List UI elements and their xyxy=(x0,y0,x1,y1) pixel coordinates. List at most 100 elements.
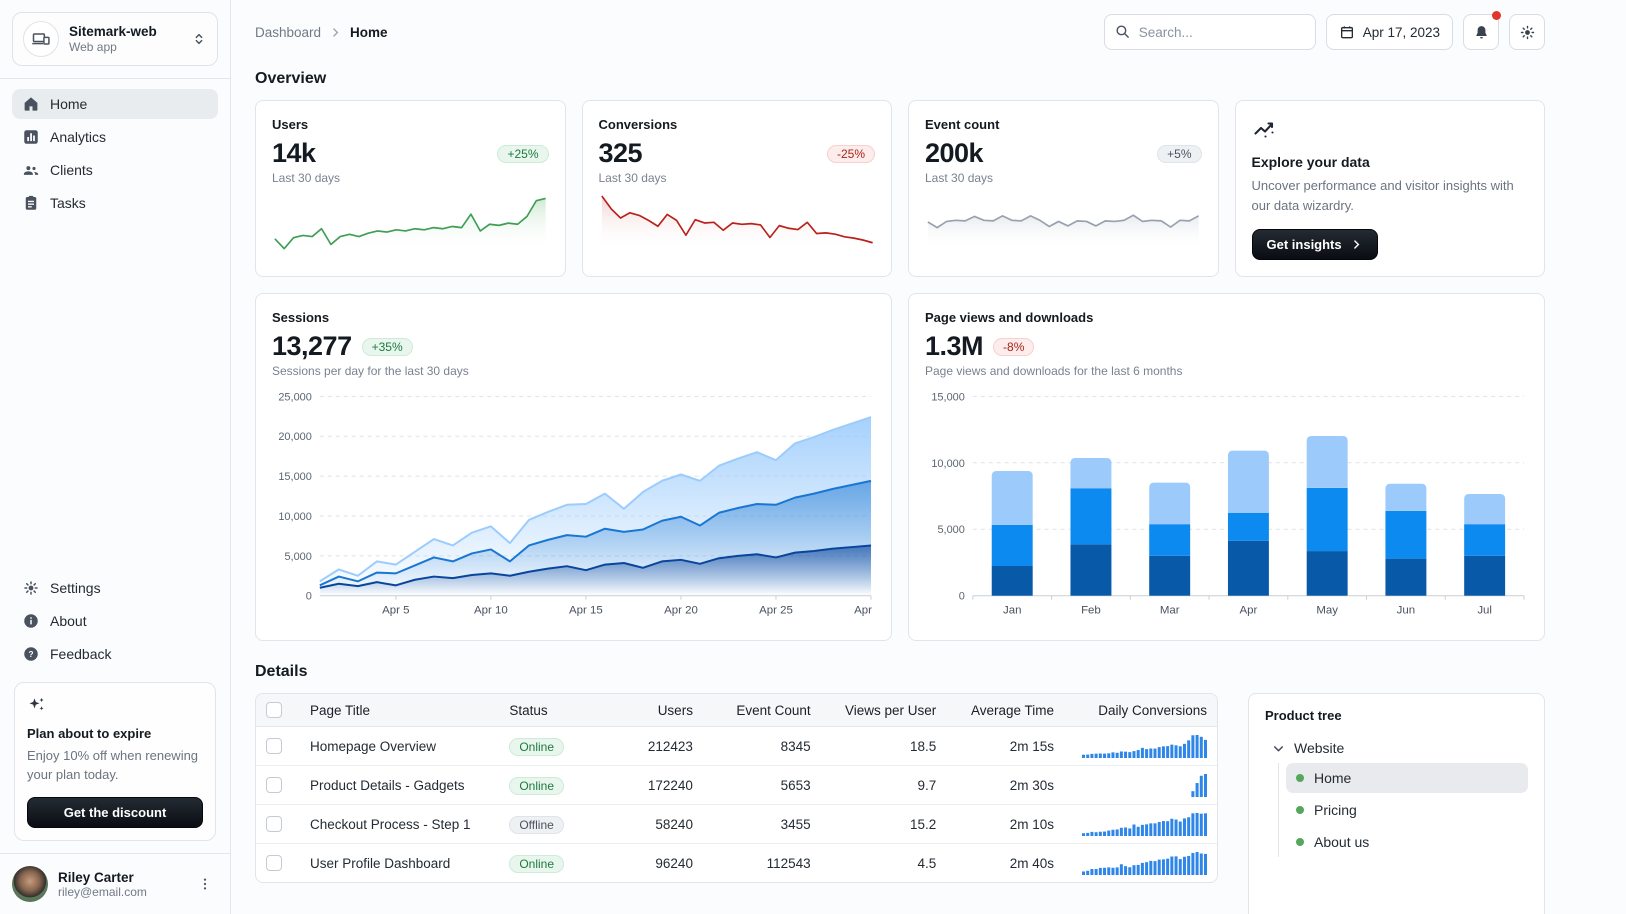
svg-text:Mar: Mar xyxy=(1160,605,1180,617)
table-row[interactable]: Checkout Process - Step 1 Offline 58240 … xyxy=(256,804,1217,844)
col-status: Status xyxy=(499,694,592,727)
tree-children: Home Pricing About us xyxy=(1278,763,1528,857)
cell-page-title: User Profile Dashboard xyxy=(309,855,451,871)
breadcrumb-dashboard[interactable]: Dashboard xyxy=(255,24,322,40)
tree-item-label: About us xyxy=(1314,834,1370,850)
tree-item-pricing[interactable]: Pricing xyxy=(1286,795,1528,825)
sidebar-item-label: Clients xyxy=(50,162,93,178)
profile-menu-button[interactable] xyxy=(192,871,218,897)
table-row[interactable]: Product Details - Gadgets Online 172240 … xyxy=(256,765,1217,805)
unfold-more-icon xyxy=(191,31,207,47)
search-input[interactable] xyxy=(1103,14,1316,50)
tree-item-label: Home xyxy=(1314,770,1352,786)
get-discount-button[interactable]: Get the discount xyxy=(27,797,203,828)
cell-views-per-user: 18.5 xyxy=(820,726,947,766)
svg-text:Apr 30: Apr 30 xyxy=(854,605,875,617)
tree-item-about-us[interactable]: About us xyxy=(1286,827,1528,857)
product-tree-title: Product tree xyxy=(1265,708,1342,723)
sidebar-item-home[interactable]: Home xyxy=(12,89,218,119)
table-header-row: Page Title Status Users Event Count View… xyxy=(256,694,1217,727)
daily-conversions-sparkline xyxy=(1082,813,1207,836)
select-all-checkbox[interactable] xyxy=(266,702,282,718)
cell-views-per-user: 15.2 xyxy=(820,804,947,844)
divider xyxy=(0,78,230,79)
stat-value: 14k xyxy=(272,138,316,168)
promo-title: Plan about to expire xyxy=(27,726,152,742)
stat-cards: Users 14k +25% Last 30 days Conversions … xyxy=(255,100,1545,277)
spacer xyxy=(0,221,230,563)
row-checkbox[interactable] xyxy=(266,738,282,754)
chart-title: Page views and downloads xyxy=(925,310,1094,325)
explore-title: Explore your data xyxy=(1251,154,1370,170)
header-actions: Apr 17, 2023 xyxy=(1103,11,1545,50)
svg-text:Jul: Jul xyxy=(1477,605,1492,617)
sidebar-item-settings[interactable]: Settings xyxy=(12,573,218,603)
clipboard-icon xyxy=(22,194,40,212)
cell-views-per-user: 4.5 xyxy=(917,855,937,871)
notifications-button[interactable] xyxy=(1463,11,1501,50)
sidebar-item-about[interactable]: About xyxy=(12,606,218,636)
theme-toggle-button[interactable] xyxy=(1509,14,1545,50)
row-checkbox[interactable] xyxy=(266,777,282,793)
notification-badge xyxy=(1492,11,1501,20)
details-section: Page Title Status Users Event Count View… xyxy=(255,693,1545,914)
main-area: Dashboard Home Apr 17, 2023 xyxy=(231,0,1626,914)
table-row[interactable]: Homepage Overview Online 212423 8345 18.… xyxy=(256,726,1217,766)
svg-text:Apr 5: Apr 5 xyxy=(382,605,409,617)
stat-value: 325 xyxy=(598,138,643,168)
sidebar-item-clients[interactable]: Clients xyxy=(12,155,218,185)
sidebar-item-feedback[interactable]: ? Feedback xyxy=(12,639,218,669)
delta-badge: +25% xyxy=(497,144,549,163)
chart-cards: Sessions 13,277 +35% Sessions per day fo… xyxy=(255,293,1545,641)
chevron-right-icon xyxy=(329,26,342,39)
svg-text:15,000: 15,000 xyxy=(931,391,965,403)
daily-conversions-sparkline xyxy=(1082,852,1207,875)
col-views-per-user: Views per User xyxy=(820,694,947,727)
col-page-title: Page Title xyxy=(299,694,500,727)
delta-badge: -8% xyxy=(993,337,1035,356)
workspace-selector[interactable]: Sitemark-web Web app xyxy=(12,12,218,66)
svg-text:May: May xyxy=(1316,605,1338,617)
green-dot-icon xyxy=(1296,838,1304,846)
delta-badge: +35% xyxy=(361,337,413,356)
sidebar-item-tasks[interactable]: Tasks xyxy=(12,188,218,218)
events-sparkline-chart xyxy=(927,214,1200,250)
get-insights-button[interactable]: Get insights xyxy=(1251,229,1378,260)
svg-text:0: 0 xyxy=(306,591,312,603)
sidebar-item-analytics[interactable]: Analytics xyxy=(12,122,218,152)
cell-average-time: 2m 30s xyxy=(946,765,1064,805)
bell-icon xyxy=(1475,25,1487,39)
sessions-chart-card: Sessions 13,277 +35% Sessions per day fo… xyxy=(255,293,892,641)
workspace-type: Web app xyxy=(69,40,117,54)
row-checkbox[interactable] xyxy=(266,816,282,832)
delta-badge: -25% xyxy=(826,144,875,163)
pageviews-chart-card: Page views and downloads 1.3M -8% Page v… xyxy=(908,293,1545,641)
col-users: Users xyxy=(591,694,703,727)
svg-text:10,000: 10,000 xyxy=(931,458,965,470)
sidebar-item-label: Tasks xyxy=(50,195,86,211)
cell-average-time: 2m 15s xyxy=(946,726,1064,766)
svg-text:15,000: 15,000 xyxy=(278,471,312,483)
details-table-card: Page Title Status Users Event Count View… xyxy=(255,693,1218,883)
table-row[interactable]: User Profile Dashboard Online 96240 1125… xyxy=(256,844,1217,883)
cell-event-count: 8345 xyxy=(702,726,821,766)
users-stat-card: Users 14k +25% Last 30 days xyxy=(255,100,566,277)
stat-value: 200k xyxy=(925,138,984,168)
secondary-nav: Settings About ? Feedback xyxy=(0,563,230,672)
event-count-stat-card: Event count 200k +5% Last 30 days xyxy=(908,100,1219,277)
gear-icon xyxy=(22,579,40,597)
user-profile: Riley Carter riley@email.com xyxy=(0,853,230,914)
svg-text:Apr 10: Apr 10 xyxy=(474,605,508,617)
cell-event-count: 3455 xyxy=(702,804,821,844)
tree-item-home[interactable]: Home xyxy=(1286,763,1528,793)
date-picker-button[interactable]: Apr 17, 2023 xyxy=(1325,14,1453,50)
pageviews-bar-chart: 0 5,000 10,000 15,000 Jan Feb Mar Apr May Jun Jul xyxy=(931,391,1525,617)
row-checkbox[interactable] xyxy=(266,855,282,871)
svg-text:Apr: Apr xyxy=(1240,605,1258,617)
tree-node-website[interactable]: Website xyxy=(1265,735,1528,761)
green-dot-icon xyxy=(1296,774,1304,782)
insights-icon xyxy=(1252,117,1276,144)
analytics-icon xyxy=(22,128,40,146)
cell-users: 212423 xyxy=(591,726,703,766)
col-daily-conversions: Daily Conversions xyxy=(1064,694,1217,727)
